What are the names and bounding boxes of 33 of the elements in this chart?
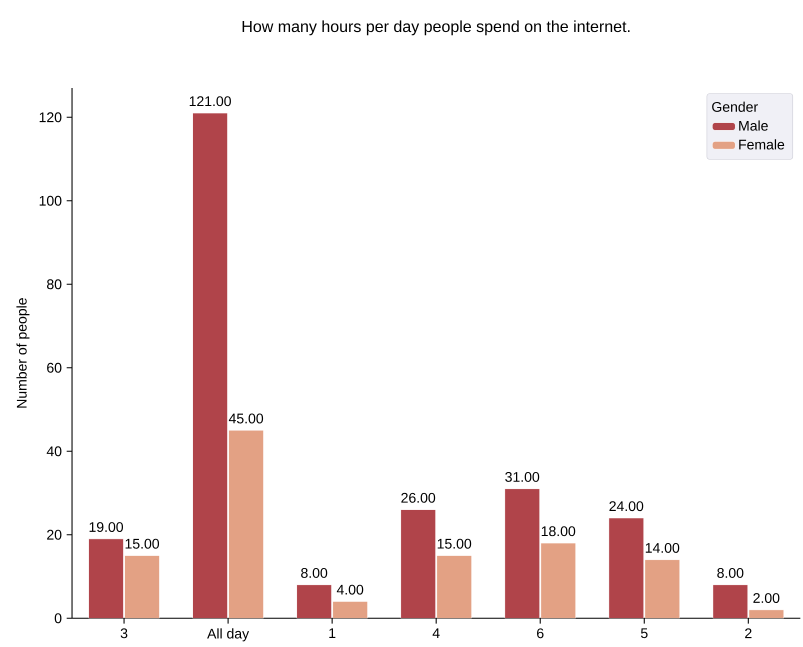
y-tick-label: 40 bbox=[46, 446, 62, 456]
data-label: 121.00 bbox=[190, 96, 231, 106]
legend-title: Gender bbox=[712, 101, 758, 112]
data-label: 19.00 bbox=[90, 522, 124, 532]
y-tick-label: 80 bbox=[47, 279, 62, 290]
legend-label: Male bbox=[739, 120, 768, 131]
chart-title: How many hours per day people spend on the internet. bbox=[242, 20, 630, 36]
y-tick-label: 120 bbox=[40, 112, 62, 122]
x-tick-label: 4 bbox=[432, 628, 440, 638]
data-label: 26.00 bbox=[401, 492, 436, 503]
y-tick-label: 20 bbox=[47, 530, 62, 540]
data-label: 31.00 bbox=[505, 472, 540, 482]
data-label: 15.00 bbox=[438, 538, 472, 549]
x-tick-label: All day bbox=[207, 628, 250, 642]
data-label: 2.00 bbox=[753, 592, 780, 603]
x-tick-label: 5 bbox=[640, 628, 648, 638]
y-axis-title: Number of people bbox=[16, 298, 30, 408]
data-label: 15.00 bbox=[126, 538, 160, 549]
y-tick-label: 100 bbox=[40, 196, 62, 206]
x-tick-label: 6 bbox=[537, 628, 544, 638]
x-tick-label: 1 bbox=[329, 628, 336, 638]
legend-label: Female bbox=[739, 139, 784, 150]
data-label: 45.00 bbox=[228, 413, 264, 424]
data-label: 24.00 bbox=[609, 501, 644, 512]
y-tick-label: 60 bbox=[47, 362, 62, 373]
y-tick-label: 0 bbox=[54, 613, 62, 624]
data-label: 14.00 bbox=[646, 542, 680, 553]
data-label: 8.00 bbox=[301, 568, 328, 578]
data-label: 8.00 bbox=[717, 568, 744, 578]
x-tick-label: 2 bbox=[745, 628, 752, 638]
x-tick-label: 3 bbox=[120, 628, 128, 638]
data-label: 4.00 bbox=[336, 584, 364, 595]
data-label: 18.00 bbox=[542, 526, 576, 536]
